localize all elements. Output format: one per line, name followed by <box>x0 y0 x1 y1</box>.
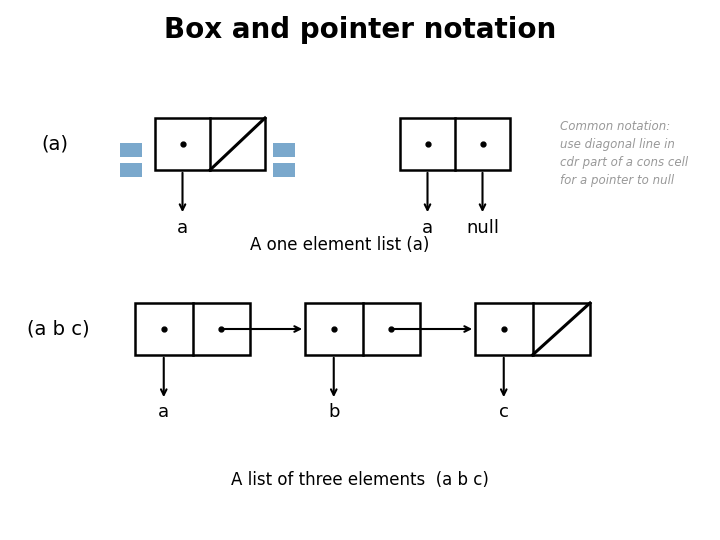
Bar <box>120 143 142 157</box>
Bar <box>273 143 295 157</box>
Text: a: a <box>158 403 169 421</box>
Bar <box>155 118 265 170</box>
Text: null: null <box>466 219 499 237</box>
Text: a: a <box>177 219 188 237</box>
Text: Common notation:
use diagonal line in
cdr part of a cons cell
for a pointer to n: Common notation: use diagonal line in cd… <box>560 120 688 187</box>
Text: (a b c): (a b c) <box>27 320 89 339</box>
Text: a: a <box>422 219 433 237</box>
Bar <box>120 163 142 177</box>
Text: Box and pointer notation: Box and pointer notation <box>164 16 556 44</box>
Bar <box>135 303 250 355</box>
Bar <box>475 303 590 355</box>
Text: b: b <box>328 403 340 421</box>
Text: A one element list (a): A one element list (a) <box>251 236 430 254</box>
Bar <box>400 118 510 170</box>
Text: A list of three elements  (a b c): A list of three elements (a b c) <box>231 471 489 489</box>
Text: (a): (a) <box>42 134 68 153</box>
Bar <box>305 303 420 355</box>
Bar <box>273 163 295 177</box>
Text: c: c <box>499 403 509 421</box>
